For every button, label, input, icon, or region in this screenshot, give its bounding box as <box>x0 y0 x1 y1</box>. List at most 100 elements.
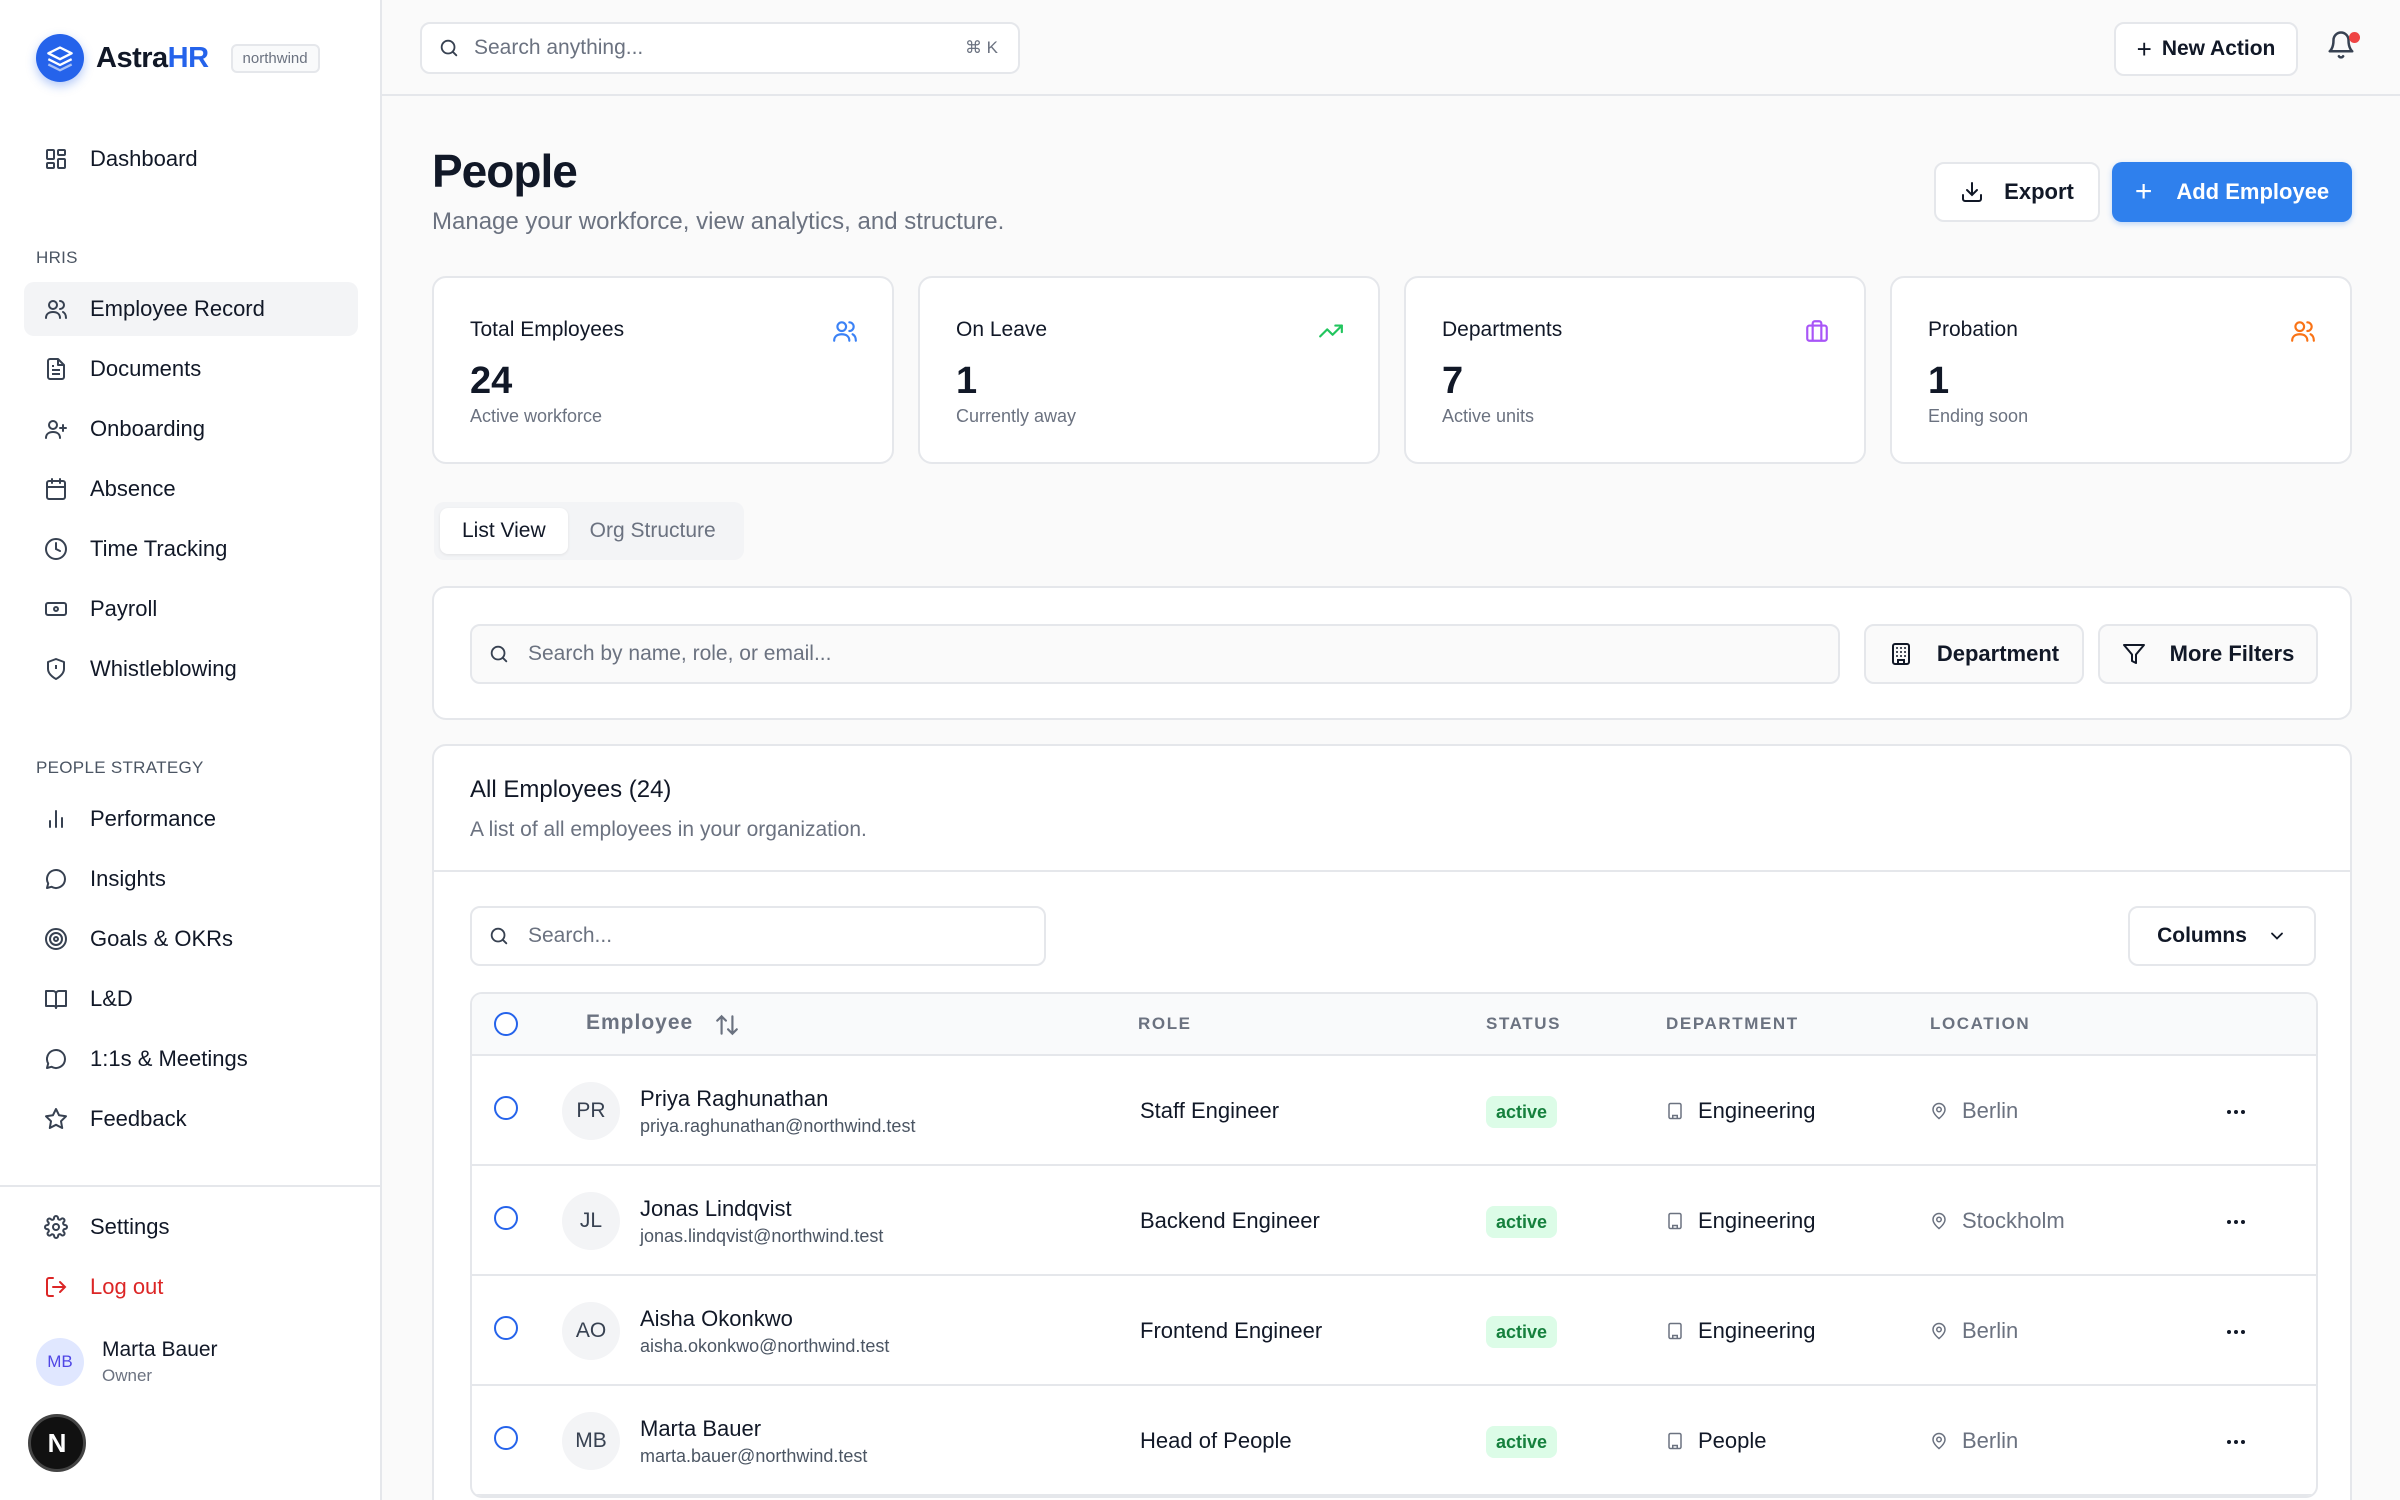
sidebar-item-payroll[interactable]: Payroll <box>24 582 358 636</box>
tab-list-view[interactable]: List View <box>440 508 568 554</box>
select-all-checkbox[interactable] <box>494 1012 518 1036</box>
employee-name[interactable]: Marta Bauer <box>640 1416 762 1441</box>
sidebar-item-label: Employee Record <box>90 296 265 321</box>
table-subtitle: A list of all employees in your organiza… <box>470 818 867 841</box>
sidebar-item-label: Documents <box>90 356 202 381</box>
brand[interactable]: AstraHR northwind <box>36 34 320 82</box>
sidebar-item-settings[interactable]: Settings <box>24 1200 358 1254</box>
global-search-input[interactable]: Search anything... ⌘ K <box>420 22 1020 74</box>
add-employee-label: Add Employee <box>2176 179 2330 204</box>
columns-button[interactable]: Columns <box>2128 906 2316 966</box>
row-actions-button[interactable] <box>2218 1204 2254 1240</box>
gear-icon <box>42 1213 70 1241</box>
employee-email: marta.bauer@northwind.test <box>640 1446 868 1466</box>
table-row[interactable]: JL Jonas Lindqvist jonas.lindqvist@north… <box>472 1166 2316 1276</box>
document-icon <box>42 355 70 383</box>
download-icon <box>1960 180 2004 204</box>
notification-dot <box>2349 32 2360 43</box>
sidebar-item-documents[interactable]: Documents <box>24 342 358 396</box>
building-icon <box>1889 642 1937 666</box>
more-horizontal-icon <box>2224 1100 2248 1124</box>
sort-icon[interactable] <box>714 1012 740 1038</box>
users-icon <box>42 295 70 323</box>
filter-bar: Search by name, role, or email... Depart… <box>432 586 2352 720</box>
sidebar-item-insights[interactable]: Insights <box>24 852 358 906</box>
sidebar-item-onboarding[interactable]: Onboarding <box>24 402 358 456</box>
clock-icon <box>42 535 70 563</box>
sidebar-item-performance[interactable]: Performance <box>24 792 358 846</box>
user-profile[interactable]: MB Marta Bauer Owner <box>36 1338 218 1386</box>
columns-label: Columns <box>2157 924 2247 947</box>
employee-name[interactable]: Priya Raghunathan <box>640 1086 829 1111</box>
notifications-button[interactable] <box>2326 30 2362 66</box>
sidebar-item-whistleblowing[interactable]: Whistleblowing <box>24 642 358 696</box>
employee-email: aisha.okonkwo@northwind.test <box>640 1336 890 1356</box>
brand-name: AstraHR <box>96 41 209 74</box>
more-horizontal-icon <box>2224 1210 2248 1234</box>
stat-value: 7 <box>1442 360 1464 402</box>
more-horizontal-icon <box>2224 1430 2248 1454</box>
add-employee-button[interactable]: + Add Employee <box>2112 162 2352 222</box>
table-title: All Employees (24) <box>470 776 672 803</box>
employee-search-input[interactable]: Search by name, role, or email... <box>470 624 1840 684</box>
export-button[interactable]: Export <box>1934 162 2100 222</box>
avatar: PR <box>562 1082 620 1140</box>
new-action-button[interactable]: + New Action <box>2114 22 2298 76</box>
table-search-input[interactable]: Search... <box>470 906 1046 966</box>
row-actions-button[interactable] <box>2218 1314 2254 1350</box>
status-badge: active <box>1486 1426 1558 1458</box>
row-actions-button[interactable] <box>2218 1424 2254 1460</box>
chat-bubble-icon <box>42 1045 70 1073</box>
row-checkbox[interactable] <box>494 1316 518 1340</box>
column-header-employee[interactable]: Employee <box>586 1011 694 1034</box>
more-filters-button[interactable]: More Filters <box>2098 624 2318 684</box>
table-row[interactable]: MB Marta Bauer marta.bauer@northwind.tes… <box>472 1386 2316 1496</box>
sidebar-item-goals-okrs[interactable]: Goals & OKRs <box>24 912 358 966</box>
export-label: Export <box>2004 179 2074 204</box>
sidebar-item-logout[interactable]: Log out <box>24 1260 358 1314</box>
stat-subtitle: Currently away <box>956 406 1077 426</box>
shield-icon <box>42 655 70 683</box>
row-checkbox[interactable] <box>494 1096 518 1120</box>
stat-subtitle: Active workforce <box>470 406 603 426</box>
employees-table-card: All Employees (24) A list of all employe… <box>432 744 2352 1500</box>
table-row[interactable]: PR Priya Raghunathan priya.raghunathan@n… <box>472 1056 2316 1166</box>
employee-name[interactable]: Aisha Okonkwo <box>640 1306 793 1331</box>
sidebar-item-learning[interactable]: L&D <box>24 972 358 1026</box>
avatar: MB <box>36 1338 84 1386</box>
row-checkbox[interactable] <box>494 1206 518 1230</box>
sidebar-item-label: Goals & OKRs <box>90 926 234 951</box>
sidebar-item-feedback[interactable]: Feedback <box>24 1092 358 1146</box>
employee-role: Head of People <box>1140 1428 1292 1453</box>
topbar: Search anything... ⌘ K + New Action <box>382 0 2400 96</box>
employee-name[interactable]: Jonas Lindqvist <box>640 1196 792 1221</box>
column-header-status: STATUS <box>1486 1014 1562 1033</box>
row-checkbox[interactable] <box>494 1426 518 1450</box>
row-actions-button[interactable] <box>2218 1094 2254 1130</box>
dev-badge[interactable]: N <box>28 1414 86 1472</box>
stat-value: 24 <box>470 360 513 402</box>
avatar: JL <box>562 1192 620 1250</box>
search-icon <box>488 643 510 665</box>
employee-location: Berlin <box>1930 1318 2018 1344</box>
stat-value: 1 <box>1928 360 1950 402</box>
status-badge: active <box>1486 1096 1558 1128</box>
sidebar-item-dashboard[interactable]: Dashboard <box>24 132 358 186</box>
employee-location: Stockholm <box>1930 1208 2065 1234</box>
tab-org-structure[interactable]: Org Structure <box>589 519 716 542</box>
column-header-department: DEPARTMENT <box>1666 1014 1799 1033</box>
employee-location: Berlin <box>1930 1098 2018 1124</box>
sidebar-item-time-tracking[interactable]: Time Tracking <box>24 522 358 576</box>
sidebar-item-label: Insights <box>90 866 166 891</box>
column-header-role: ROLE <box>1138 1014 1192 1033</box>
section-label-hris: HRIS <box>36 248 78 267</box>
sidebar-item-employee-record[interactable]: Employee Record <box>24 282 358 336</box>
filter-icon <box>2122 642 2170 666</box>
map-pin-icon <box>1930 1322 1962 1340</box>
sidebar-item-meetings[interactable]: 1:1s & Meetings <box>24 1032 358 1086</box>
table-row[interactable]: AO Aisha Okonkwo aisha.okonkwo@northwind… <box>472 1276 2316 1386</box>
department-filter-button[interactable]: Department <box>1864 624 2084 684</box>
employee-role: Frontend Engineer <box>1140 1318 1323 1343</box>
calendar-icon <box>42 475 70 503</box>
sidebar-item-absence[interactable]: Absence <box>24 462 358 516</box>
